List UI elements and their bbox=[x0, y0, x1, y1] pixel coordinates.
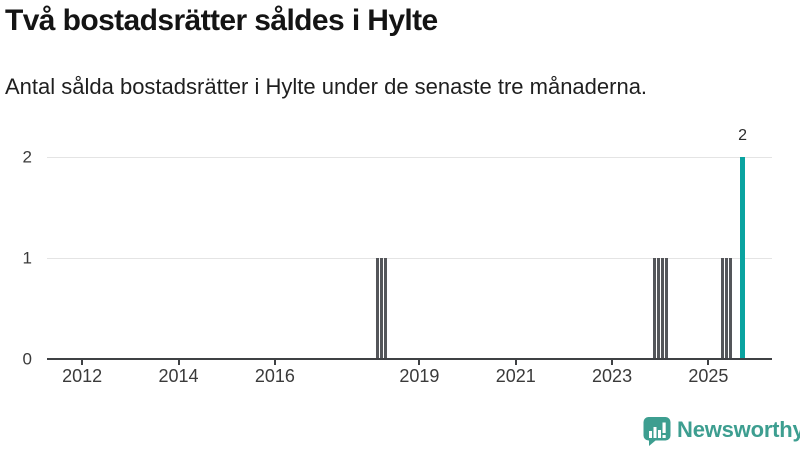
x-axis-tick bbox=[81, 359, 84, 365]
bar-month bbox=[720, 257, 725, 358]
x-axis-tick bbox=[177, 359, 180, 365]
bar-month bbox=[660, 257, 664, 358]
y-axis-tick-label: 1 bbox=[22, 248, 32, 267]
x-axis-tick-label: 2016 bbox=[254, 366, 295, 386]
bar-month bbox=[383, 257, 387, 358]
gridline bbox=[47, 257, 772, 259]
x-axis-tick-label: 2021 bbox=[495, 366, 536, 386]
brand-name: Newsworthy bbox=[677, 417, 800, 442]
bar-month bbox=[728, 257, 733, 358]
page-title: Två bostadsrätter såldes i Hylte bbox=[5, 4, 438, 37]
x-axis-tick bbox=[514, 359, 517, 365]
newsworthy-logo-icon bbox=[643, 417, 671, 446]
bar-month bbox=[664, 257, 668, 358]
bar-value-label: 2 bbox=[738, 127, 747, 144]
x-axis-tick bbox=[273, 359, 276, 365]
x-axis-tick-label: 2023 bbox=[592, 366, 633, 386]
gridline bbox=[47, 157, 772, 158]
chart-subtitle: Antal sålda bostadsrätter i Hylte under … bbox=[5, 74, 648, 99]
x-axis-tick-label: 2019 bbox=[399, 366, 440, 386]
bar-current-period bbox=[740, 157, 745, 358]
x-axis-tick bbox=[707, 359, 710, 365]
x-axis-tick-label: 2012 bbox=[62, 366, 103, 386]
x-axis-tick-label: 2014 bbox=[158, 366, 199, 386]
x-axis-tick bbox=[611, 359, 614, 365]
bar-month bbox=[375, 257, 379, 358]
x-axis-tick-label: 2025 bbox=[688, 366, 729, 386]
bar-month bbox=[379, 257, 383, 358]
y-axis-tick-label: 2 bbox=[22, 147, 32, 167]
bar-month bbox=[656, 257, 660, 358]
y-axis-tick-label: 0 bbox=[22, 349, 32, 369]
x-axis-tick bbox=[418, 359, 421, 365]
bar-month bbox=[724, 257, 729, 358]
plot-area bbox=[47, 157, 772, 360]
bar-month bbox=[652, 257, 656, 358]
